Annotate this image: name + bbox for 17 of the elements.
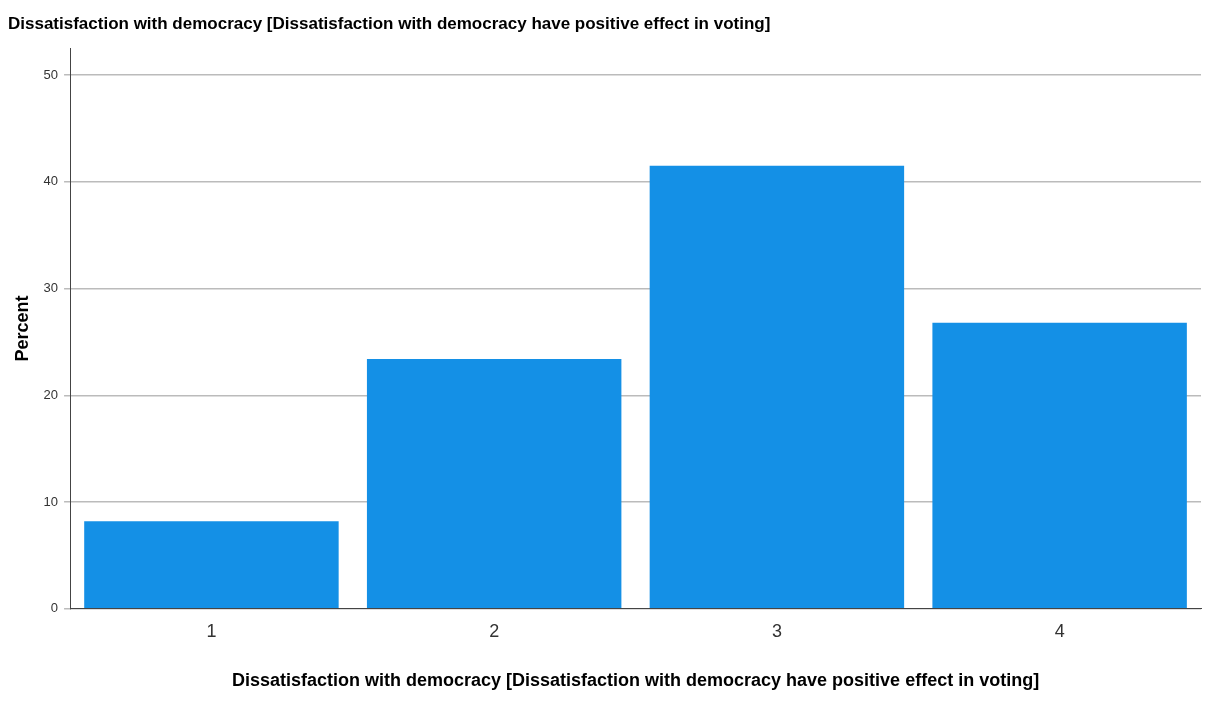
x-axis-title: Dissatisfaction with democracy [Dissatisfaction with democracy have positive effect in voting] (231, 670, 1040, 691)
bar (366, 359, 622, 609)
x-tick-label: 2 (489, 620, 500, 641)
x-tick-label: 1 (206, 620, 217, 641)
y-tick-label: 30 (43, 280, 59, 296)
y-tick-label: 50 (43, 66, 59, 82)
bar (932, 322, 1187, 609)
y-tick-label: 40 (43, 173, 59, 189)
bar (649, 165, 905, 609)
chart-title: Dissatisfaction with democracy [Dissatisfaction with democracy have positive effect in voting] (8, 13, 771, 33)
y-axis-title: Percent (11, 295, 32, 362)
x-tick-label: 4 (1054, 620, 1065, 641)
y-tick-label: 0 (50, 600, 59, 616)
y-tick-label: 10 (43, 493, 59, 509)
y-tick-label: 20 (43, 386, 59, 402)
x-tick-label: 3 (771, 620, 782, 641)
bar (84, 521, 339, 609)
